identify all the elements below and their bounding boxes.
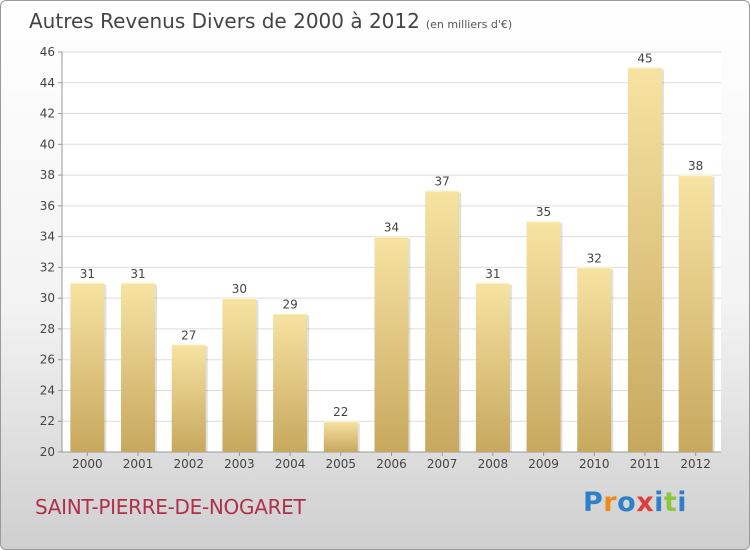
x-tick-label: 2000 bbox=[72, 457, 103, 471]
bar bbox=[323, 421, 358, 452]
x-tick-label: 2009 bbox=[528, 457, 559, 471]
y-tick-label: 46 bbox=[40, 45, 55, 59]
data-label: 31 bbox=[80, 267, 95, 281]
y-tick-label: 20 bbox=[40, 445, 55, 459]
x-tick-label: 2004 bbox=[275, 457, 306, 471]
data-label: 22 bbox=[333, 405, 348, 419]
title-text: Autres Revenus Divers de 2000 à 2012 bbox=[29, 9, 420, 33]
y-tick-label: 34 bbox=[40, 230, 55, 244]
bar bbox=[678, 175, 713, 453]
bar bbox=[70, 282, 105, 452]
bar bbox=[526, 221, 561, 452]
data-label: 38 bbox=[688, 159, 703, 173]
bar bbox=[475, 282, 510, 452]
chart-title: Autres Revenus Divers de 2000 à 2012 (en … bbox=[29, 9, 512, 33]
logo-letter: t bbox=[663, 487, 678, 518]
logo-letter: i bbox=[654, 487, 664, 518]
bar bbox=[577, 267, 612, 452]
data-label: 45 bbox=[637, 51, 652, 65]
bar bbox=[171, 344, 206, 452]
logo-letter: r bbox=[603, 487, 618, 518]
data-label: 27 bbox=[181, 328, 196, 342]
logo-letter: x bbox=[636, 487, 655, 518]
x-tick-label: 2010 bbox=[579, 457, 610, 471]
proxiti-logo: Proxiti bbox=[583, 487, 687, 518]
bar bbox=[627, 67, 662, 452]
y-tick-label: 30 bbox=[40, 291, 55, 305]
y-tick-label: 26 bbox=[40, 353, 55, 367]
y-tick-label: 38 bbox=[40, 168, 55, 182]
data-label: 35 bbox=[536, 205, 551, 219]
data-label: 32 bbox=[587, 251, 602, 265]
bar bbox=[273, 313, 308, 452]
commune-name: SAINT-PIERRE-DE-NOGARET bbox=[35, 495, 306, 519]
data-label: 29 bbox=[282, 298, 297, 312]
y-tick-label: 42 bbox=[40, 107, 55, 121]
x-tick-label: 2001 bbox=[123, 457, 154, 471]
x-tick-label: 2007 bbox=[427, 457, 458, 471]
x-tick-label: 2005 bbox=[326, 457, 357, 471]
x-tick-label: 2003 bbox=[224, 457, 255, 471]
logo-letter: P bbox=[583, 487, 604, 518]
x-tick-label: 2008 bbox=[478, 457, 509, 471]
data-label: 37 bbox=[435, 174, 450, 188]
bar bbox=[425, 190, 460, 452]
data-label: 31 bbox=[130, 267, 145, 281]
bar bbox=[121, 282, 156, 452]
unit-note: (en milliers d'€) bbox=[425, 18, 513, 31]
logo-letter: i bbox=[677, 487, 688, 518]
y-tick-label: 24 bbox=[40, 383, 55, 397]
y-tick-label: 28 bbox=[40, 322, 55, 336]
x-tick-label: 2011 bbox=[630, 457, 661, 471]
x-tick-label: 2002 bbox=[173, 457, 204, 471]
y-tick-label: 36 bbox=[40, 199, 55, 213]
x-tick-label: 2006 bbox=[376, 457, 407, 471]
y-tick-label: 40 bbox=[40, 137, 55, 151]
logo-letter: o bbox=[617, 487, 637, 518]
x-tick-label: 2012 bbox=[680, 457, 711, 471]
bar bbox=[222, 298, 257, 452]
y-tick-label: 44 bbox=[40, 76, 55, 90]
data-label: 30 bbox=[232, 282, 247, 296]
y-tick-label: 22 bbox=[40, 414, 55, 428]
data-label: 31 bbox=[485, 267, 500, 281]
data-label: 34 bbox=[384, 221, 399, 235]
y-tick-label: 32 bbox=[40, 260, 55, 274]
bar bbox=[374, 236, 409, 452]
